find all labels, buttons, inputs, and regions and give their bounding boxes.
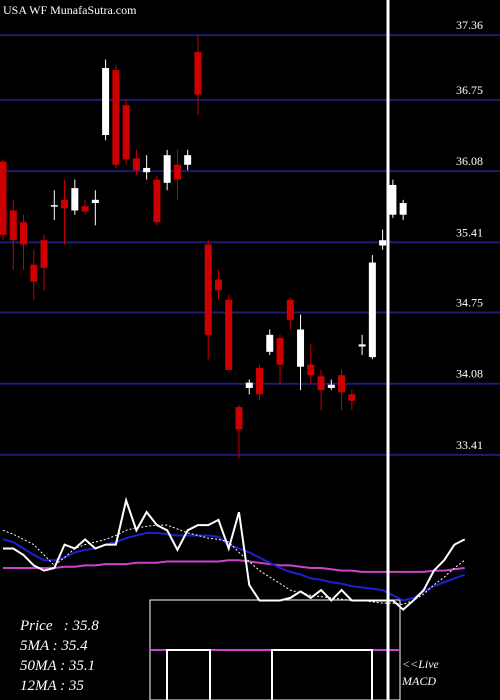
candle-body: [389, 184, 397, 215]
candle-body: [61, 199, 69, 209]
candle-body: [132, 158, 140, 171]
candle-body: [379, 240, 387, 246]
y-tick-label: 35.41: [456, 225, 483, 239]
candle-body: [235, 407, 243, 430]
candle-body: [245, 382, 253, 388]
candle-body: [143, 167, 151, 173]
y-tick-label: 36.08: [456, 154, 483, 168]
candle-body: [338, 375, 346, 393]
candle-body: [317, 376, 325, 391]
annotation: 5MA : 35.4: [20, 638, 88, 654]
annotation: 50MA : 35.1: [20, 658, 95, 674]
candle-body: [30, 264, 38, 282]
candle-body: [50, 205, 58, 207]
candle-body: [184, 155, 192, 165]
candle-body: [297, 329, 305, 367]
candle-body: [173, 164, 181, 180]
candle-body: [91, 199, 99, 204]
y-tick-label: 36.75: [456, 83, 483, 97]
candle-body: [40, 240, 48, 268]
annotation: <<Live: [402, 657, 440, 671]
candle-body: [163, 155, 171, 183]
candle-body: [20, 222, 28, 245]
y-tick-label: 37.36: [456, 18, 483, 32]
candle-body: [286, 299, 294, 320]
y-tick-label: 33.41: [456, 438, 483, 452]
candle-body: [122, 105, 130, 160]
candle-body: [71, 188, 79, 211]
candle-body: [194, 52, 202, 95]
candle-body: [256, 367, 263, 395]
candle-body: [9, 210, 17, 241]
candle-body: [81, 206, 89, 212]
candle-body: [153, 179, 161, 223]
annotation: 12MA : 35: [20, 678, 84, 694]
candle-body: [266, 334, 274, 352]
annotation: Price : 35.8: [19, 618, 99, 634]
candle-body: [225, 299, 233, 370]
candle-body: [368, 262, 376, 358]
candle-body: [204, 244, 212, 335]
candle-body: [358, 344, 366, 347]
chart-title: USA WF MunafaSutra.com: [3, 3, 137, 17]
candle-body: [214, 279, 222, 291]
candle-body: [327, 384, 335, 388]
candle-body: [307, 364, 315, 376]
candle-body: [348, 394, 356, 401]
annotation: MACD: [401, 674, 436, 688]
y-tick-label: 34.08: [456, 367, 483, 381]
candle-body: [276, 338, 284, 365]
candle-body: [0, 161, 7, 235]
candle-body: [112, 70, 120, 165]
macd-bars: [166, 649, 373, 700]
candle-body: [399, 203, 407, 215]
candle-body: [102, 68, 110, 135]
y-tick-label: 34.75: [456, 295, 483, 309]
indicator-line: [2, 524, 466, 605]
